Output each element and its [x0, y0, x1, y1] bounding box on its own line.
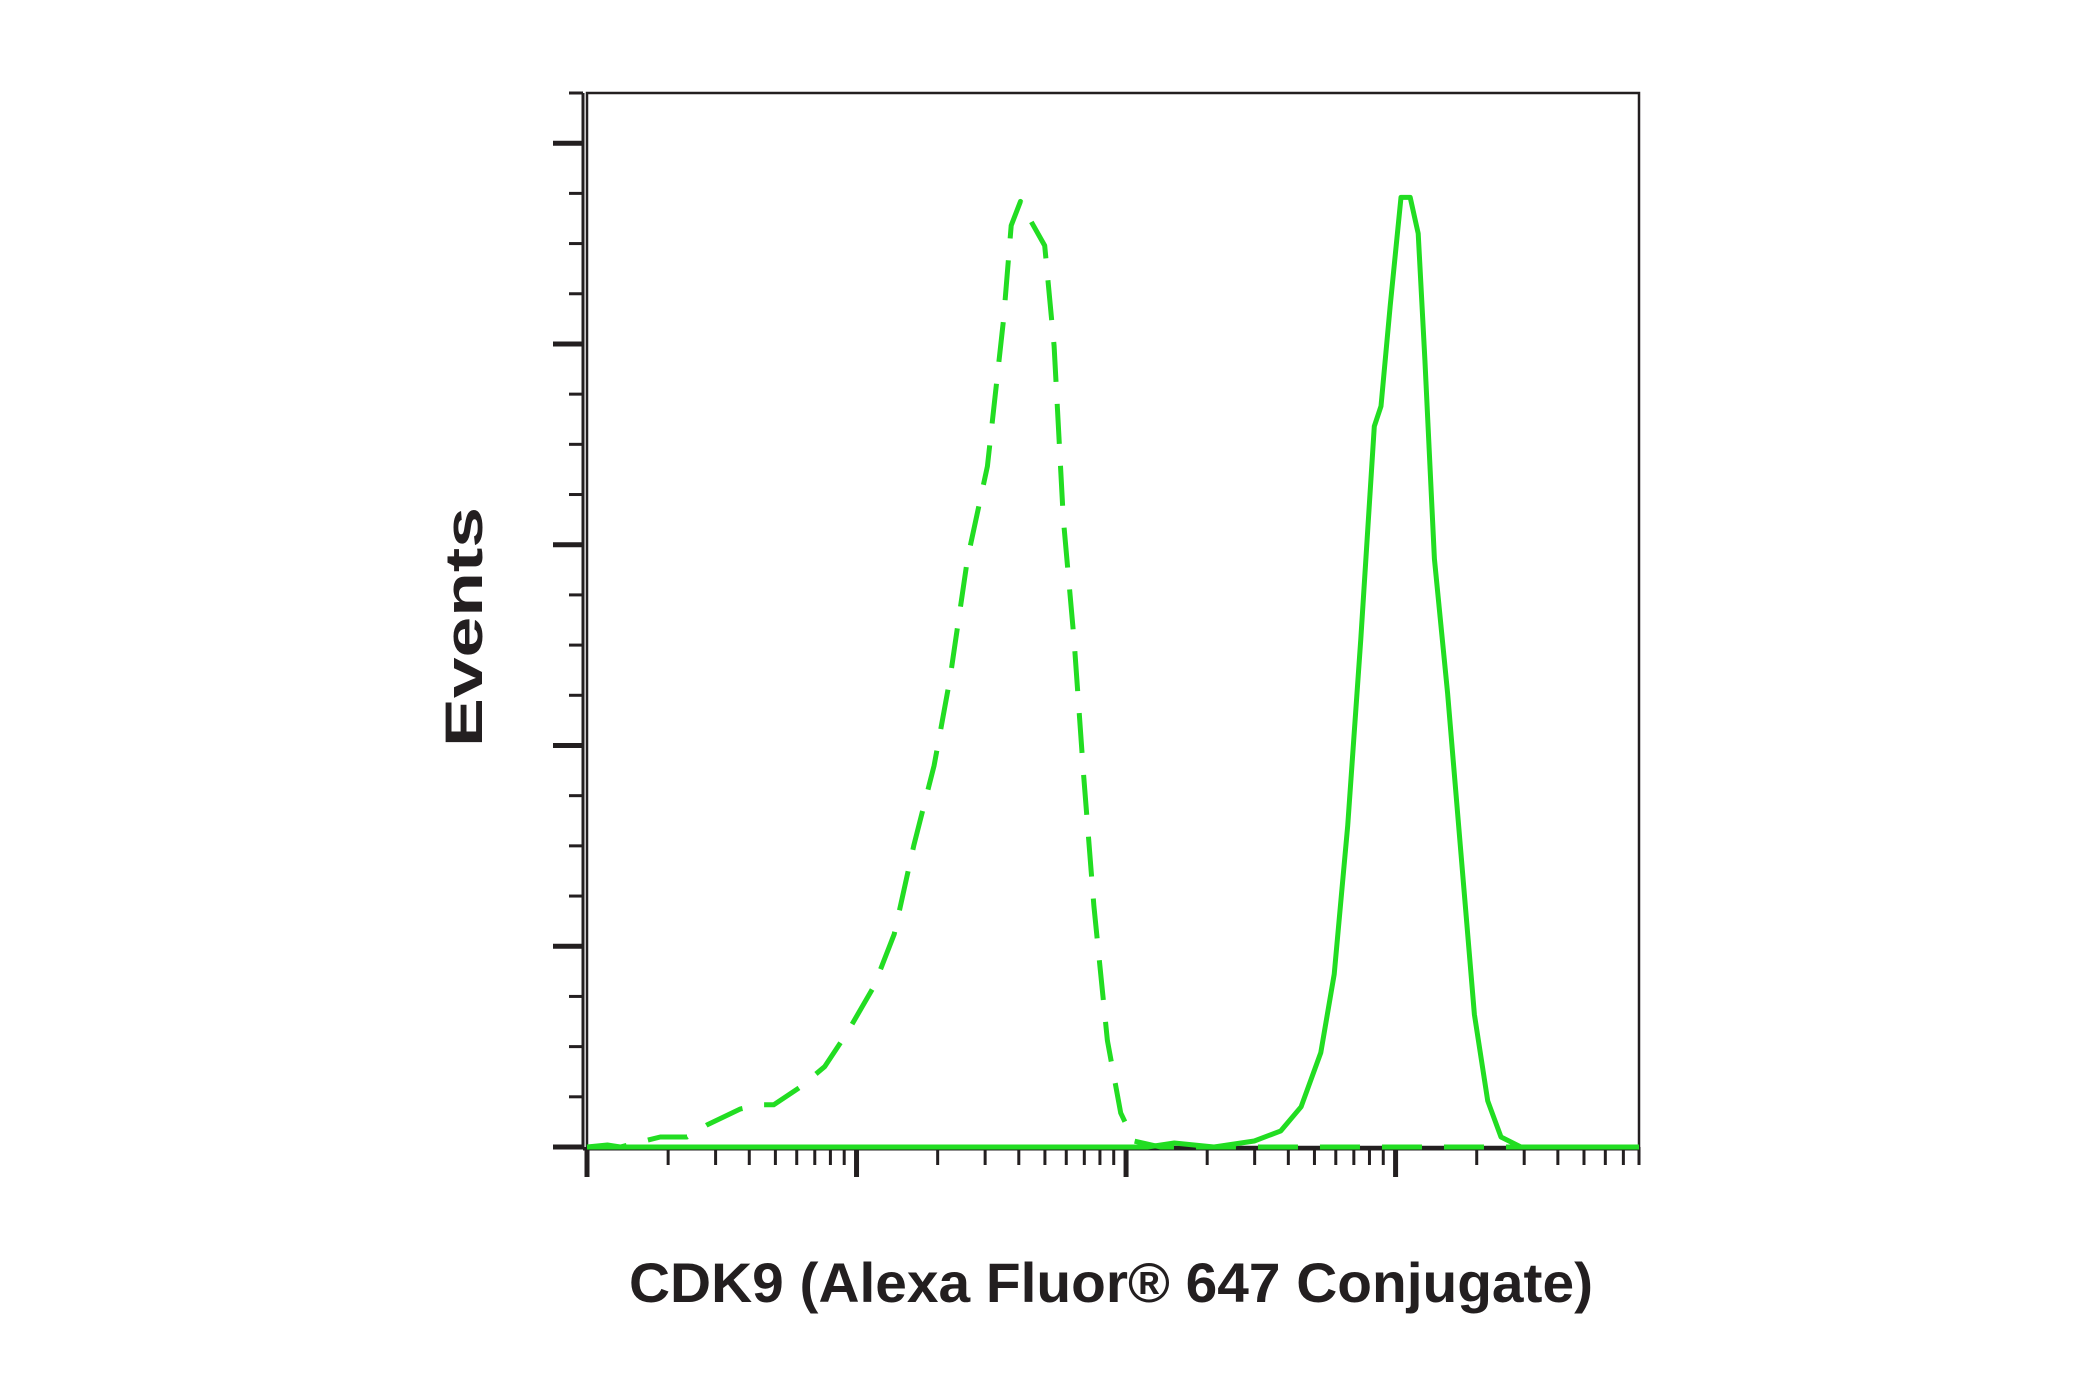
x-axis-label: CDK9 (Alexa Fluor® 647 Conjugate): [629, 1251, 1593, 1314]
solid-histogram: [587, 194, 1639, 1150]
plot-frame: [585, 91, 1641, 1149]
dashed-histogram: [586, 198, 1639, 1150]
y-axis-label: Events: [435, 507, 494, 747]
